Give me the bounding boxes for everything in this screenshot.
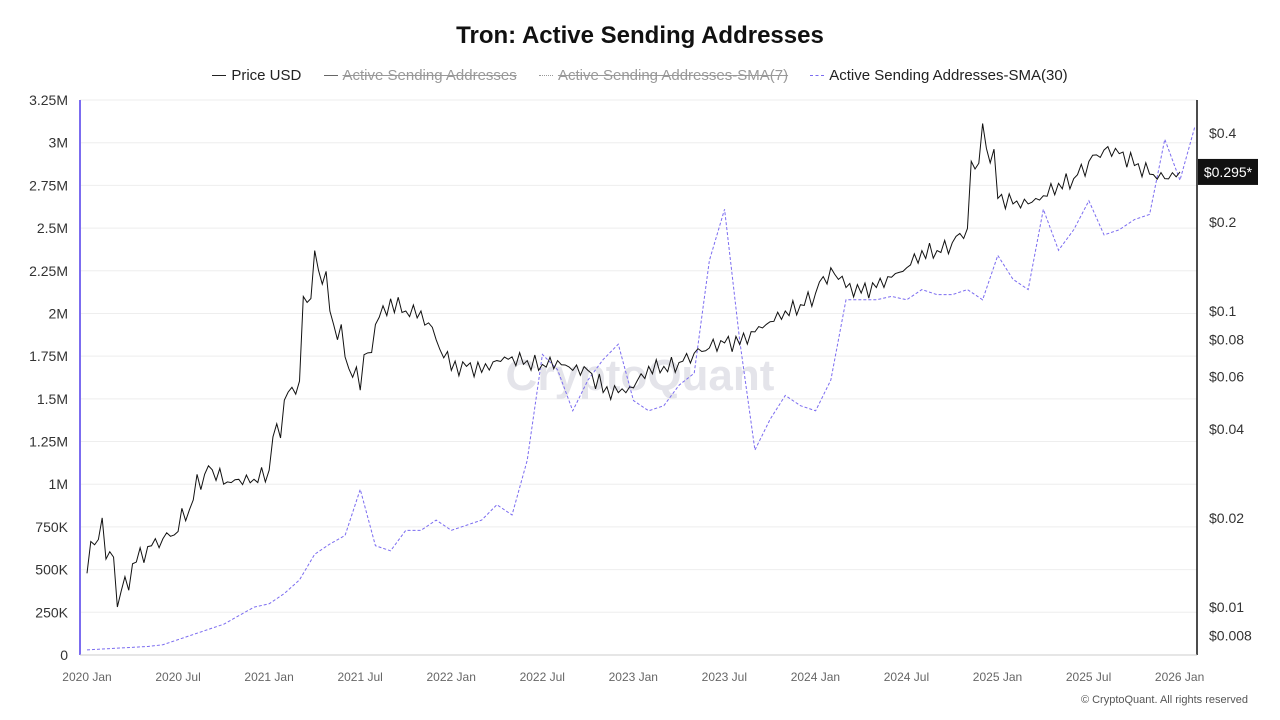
y-tick-label: 500K (35, 562, 68, 578)
right-tick-label: $0.06 (1209, 369, 1244, 385)
x-tick-label: 2022 Jul (520, 670, 565, 684)
x-tick-label: 2022 Jan (427, 670, 476, 684)
price-line (86, 123, 1181, 608)
y-tick-label: 250K (35, 604, 68, 620)
y-tick-label: 2.75M (29, 177, 68, 193)
x-tick-label: 2023 Jan (609, 670, 658, 684)
right-tick-label: $0.4 (1209, 125, 1236, 141)
current-price-badge (1198, 158, 1258, 185)
copyright: © CryptoQuant. All rights reserved (1080, 694, 1248, 706)
y-tick-label: 2.25M (29, 263, 68, 279)
right-tick-label: $0.01 (1209, 599, 1244, 615)
x-tick-label: 2025 Jan (973, 670, 1022, 684)
legend-item-addresses[interactable]: Active Sending Addresses (323, 67, 517, 84)
legend-label: Active Sending Addresses-SMA(7) (557, 67, 789, 84)
legend-item-sma7[interactable]: Active Sending Addresses-SMA(7) (538, 67, 789, 84)
x-tick-label: 2023 Jul (702, 670, 747, 684)
y-tick-label: 1.25M (29, 434, 68, 450)
x-tick-label: 2024 Jul (884, 670, 929, 684)
x-tick-label: 2021 Jul (337, 670, 382, 684)
legend-item-sma30[interactable]: Active Sending Addresses-SMA(30) (810, 67, 1068, 84)
legend-item-price[interactable]: Price USD (212, 67, 301, 84)
legend-label: Active Sending Addresses (342, 67, 517, 84)
right-tick-label: $0.08 (1209, 332, 1244, 348)
y-tick-label: 2M (49, 305, 68, 321)
legend-swatch (212, 75, 227, 76)
x-tick-label: 2021 Jan (244, 670, 293, 684)
right-tick-label: $0.008 (1209, 628, 1252, 644)
y-tick-label: 1.75M (29, 348, 68, 364)
y-tick-label: 3M (49, 135, 68, 151)
legend-label: Active Sending Addresses-SMA(30) (829, 67, 1068, 84)
right-tick-label: $0.2 (1209, 214, 1236, 230)
y-tick-label: 1.5M (37, 391, 68, 407)
x-tick-label: 2024 Jan (791, 670, 840, 684)
chart-title: Tron: Active Sending Addresses (456, 22, 824, 49)
current-price-label: $0.295* (1204, 164, 1253, 180)
legend-label: Price USD (231, 67, 302, 84)
y-tick-label: 2.5M (37, 220, 68, 236)
x-tick-label: 2025 Jul (1066, 670, 1111, 684)
legend-swatch (810, 75, 825, 76)
right-tick-label: $0.02 (1209, 510, 1244, 526)
legend-swatch (323, 75, 338, 76)
y-tick-label: 0 (60, 647, 68, 663)
y-tick-label: 1M (49, 476, 68, 492)
right-tick-label: $0.1 (1209, 303, 1236, 319)
right-tick-label: $0.04 (1209, 421, 1244, 437)
legend: Price USD Active Sending Addresses Activ… (0, 63, 1280, 84)
y-tick-label: 750K (35, 519, 68, 535)
legend-swatch (538, 75, 553, 76)
x-tick-label: 2026 Jan (1155, 670, 1204, 684)
x-tick-label: 2020 Jul (155, 670, 200, 684)
x-tick-label: 2020 Jan (62, 670, 111, 684)
y-tick-label: 3.25M (29, 92, 68, 108)
